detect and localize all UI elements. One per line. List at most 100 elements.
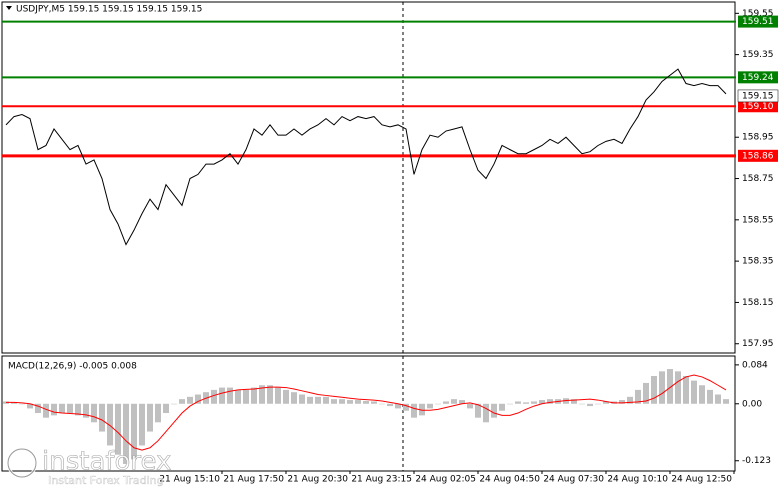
histogram-bar bbox=[371, 401, 377, 404]
histogram-bar bbox=[547, 399, 553, 404]
histogram-bar bbox=[595, 403, 601, 405]
histogram-bar bbox=[475, 403, 481, 418]
histogram-bar bbox=[307, 396, 313, 404]
x-tick-label: 21 Aug 23:15 bbox=[351, 475, 412, 485]
histogram-bar bbox=[243, 389, 249, 404]
histogram-bar bbox=[323, 396, 329, 404]
histogram-bar bbox=[259, 385, 265, 404]
watermark: instaforex Instant Forex Trading bbox=[6, 446, 172, 487]
y-tick-label: -0.123 bbox=[742, 456, 771, 466]
histogram-bar bbox=[491, 403, 497, 418]
histogram-bar bbox=[651, 375, 657, 404]
histogram-bar bbox=[275, 387, 281, 404]
y-tick-label: 157.95 bbox=[742, 339, 774, 349]
histogram-bar bbox=[459, 400, 465, 404]
x-tick-label: 21 Aug 20:30 bbox=[287, 475, 348, 485]
price-line bbox=[5, 68, 727, 246]
histogram-bar bbox=[251, 387, 257, 404]
y-tick-label: 158.15 bbox=[742, 298, 774, 308]
x-tick-label: 21 Aug 17:50 bbox=[223, 475, 284, 485]
x-tick-label: 24 Aug 02:05 bbox=[415, 475, 476, 485]
histogram-bar bbox=[539, 400, 545, 404]
y-tick-label: 0.00 bbox=[742, 399, 762, 409]
histogram-bar bbox=[435, 403, 441, 405]
signal-line bbox=[6, 374, 727, 451]
histogram-bar bbox=[627, 396, 633, 404]
histogram-bar bbox=[363, 400, 369, 404]
histogram-bar bbox=[163, 403, 169, 414]
histogram-bar bbox=[147, 403, 153, 432]
histogram-bar bbox=[699, 385, 705, 404]
histogram-bar bbox=[99, 403, 105, 432]
histogram-bar bbox=[27, 403, 33, 409]
histogram-bar bbox=[691, 380, 697, 404]
y-tick-label: 159.35 bbox=[742, 50, 774, 60]
y-tick-label: 158.75 bbox=[742, 174, 774, 184]
histogram-bar bbox=[411, 403, 417, 418]
histogram-bar bbox=[523, 402, 529, 404]
histogram-bar bbox=[291, 392, 297, 404]
x-tick-label: 24 Aug 07:30 bbox=[543, 475, 604, 485]
level-label-box bbox=[738, 149, 778, 162]
watermark-brand: instaforex bbox=[42, 447, 171, 477]
histogram-bar bbox=[59, 403, 65, 414]
histogram-bar bbox=[451, 399, 457, 404]
histogram-bar bbox=[75, 403, 81, 416]
histogram-bar bbox=[115, 403, 121, 455]
dropdown-arrow bbox=[6, 6, 12, 10]
histogram-bar bbox=[715, 394, 721, 404]
histogram-bar bbox=[299, 394, 305, 404]
last-price-box bbox=[737, 89, 779, 103]
histogram-bar bbox=[139, 403, 145, 446]
x-tick-label: 24 Aug 12:50 bbox=[671, 475, 732, 485]
y-tick-label: 158.35 bbox=[742, 257, 774, 267]
histogram-bar bbox=[267, 385, 273, 404]
histogram-bar bbox=[667, 369, 673, 404]
histogram-bar bbox=[331, 399, 337, 404]
histogram-bar bbox=[195, 394, 201, 404]
histogram-bar bbox=[531, 401, 537, 404]
level-label: 159.24 bbox=[742, 73, 774, 83]
histogram-bar bbox=[131, 403, 137, 460]
level-label: 159.51 bbox=[742, 17, 774, 27]
histogram-bar bbox=[387, 403, 393, 407]
histogram-bar bbox=[499, 403, 505, 411]
histogram-bar bbox=[19, 403, 25, 405]
histogram-bar bbox=[379, 403, 385, 405]
level-label-box bbox=[738, 71, 778, 84]
histogram-bar bbox=[107, 403, 113, 446]
histogram-bar bbox=[635, 389, 641, 404]
histogram-bar bbox=[283, 389, 289, 404]
histogram-bar bbox=[419, 403, 425, 416]
histogram-bar bbox=[355, 400, 361, 404]
histogram-bar bbox=[219, 387, 225, 404]
level-label: 159.10 bbox=[742, 102, 774, 112]
histogram-bar bbox=[659, 371, 665, 404]
y-tick-label: 158.95 bbox=[742, 133, 774, 143]
x-tick-label: 24 Aug 10:10 bbox=[607, 475, 668, 485]
histogram-bar bbox=[67, 403, 73, 414]
histogram-bar bbox=[483, 403, 489, 423]
watermark-slogan: Instant Forex Trading bbox=[48, 474, 164, 487]
histogram-bar bbox=[643, 382, 649, 404]
histogram-bar bbox=[427, 403, 433, 409]
y-tick-label: 0.084 bbox=[742, 360, 768, 370]
histogram-bar bbox=[515, 401, 521, 404]
level-label-box bbox=[738, 15, 778, 28]
logo-outline bbox=[7, 448, 37, 478]
histogram-bar bbox=[579, 403, 585, 405]
histogram-bar bbox=[315, 396, 321, 404]
histogram-bar bbox=[155, 403, 161, 423]
histogram-bar bbox=[339, 399, 345, 404]
histogram-bar bbox=[51, 403, 57, 416]
histogram-bar bbox=[723, 399, 729, 404]
histogram-bar bbox=[11, 402, 17, 404]
histogram-bar bbox=[603, 401, 609, 404]
histogram-bar bbox=[707, 389, 713, 404]
level-label: 158.86 bbox=[742, 151, 774, 161]
histogram-bar bbox=[443, 401, 449, 404]
histogram-bar bbox=[43, 403, 49, 418]
histogram-bar bbox=[123, 403, 129, 464]
histogram-bar bbox=[587, 403, 593, 407]
